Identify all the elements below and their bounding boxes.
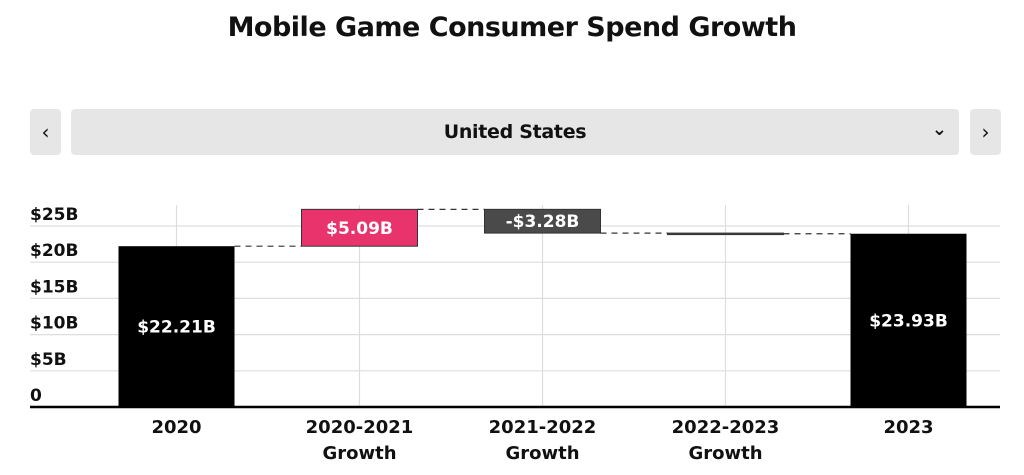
x-tick-label: 2022-2023 — [672, 417, 780, 438]
x-tick-label: 2021-2022 — [489, 417, 597, 438]
country-select-value: United States — [443, 121, 587, 143]
country-select[interactable]: United States ⌄ — [71, 109, 959, 155]
y-tick-label: $25B — [30, 205, 78, 225]
data-label: -$3.28B — [506, 212, 580, 232]
chart-title: Mobile Game Consumer Spend Growth — [227, 12, 797, 43]
bar-decrease — [667, 232, 784, 236]
y-tick-label: $10B — [30, 314, 78, 334]
bar-decrease — [484, 208, 601, 234]
data-label: $22.21B — [137, 318, 216, 338]
x-tick-label: 2020-2021 — [306, 417, 414, 438]
chevron-left-icon: ‹ — [41, 120, 50, 144]
data-label: $23.93B — [869, 311, 948, 331]
y-tick-label: $5B — [30, 350, 67, 370]
y-tick-label: $15B — [30, 277, 78, 297]
x-tick-label: Growth — [688, 443, 762, 464]
x-tick-label: 2023 — [883, 417, 933, 438]
x-tick-label: Growth — [322, 443, 396, 464]
bar-increase — [301, 208, 418, 247]
chevron-right-icon: › — [981, 120, 990, 144]
y-tick-label: 0 — [30, 386, 42, 406]
chevron-down-icon: ⌄ — [931, 119, 947, 140]
x-tick-label: Growth — [505, 443, 579, 464]
next-button[interactable]: › — [970, 109, 1001, 155]
y-tick-label: $20B — [30, 241, 78, 261]
bar-total — [118, 246, 235, 407]
previous-button[interactable]: ‹ — [30, 109, 61, 155]
bar-total — [850, 233, 967, 407]
x-tick-label: 2020 — [151, 417, 201, 438]
data-label: $5.09B — [326, 219, 393, 239]
